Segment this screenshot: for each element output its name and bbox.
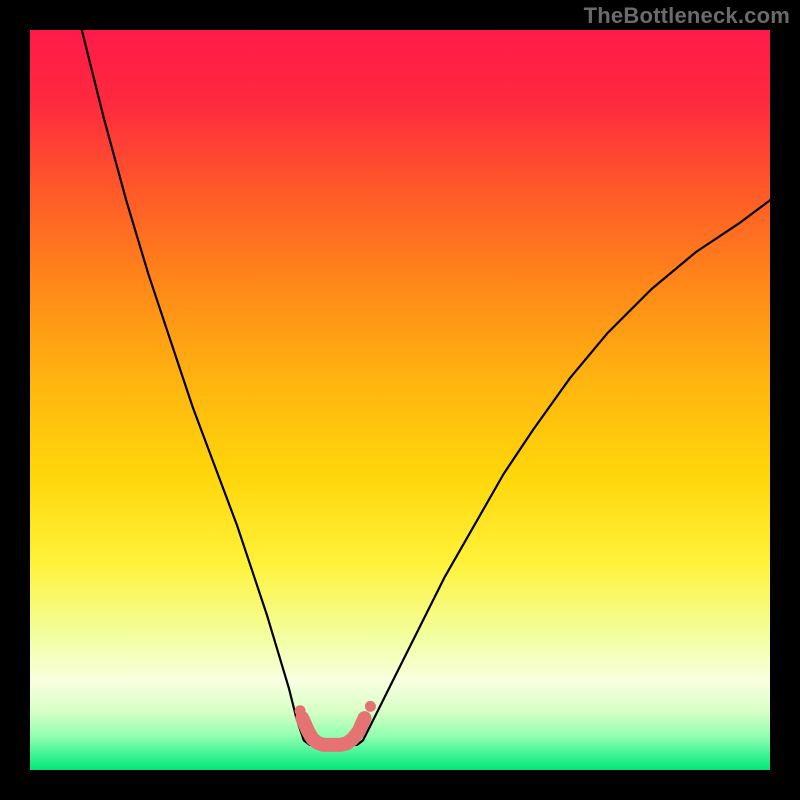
chart-stage: TheBottleneck.com <box>0 0 800 800</box>
marker-dot-end <box>365 701 376 712</box>
gradient-plot-area <box>30 30 770 770</box>
marker-dot-start <box>295 705 306 716</box>
watermark-text: TheBottleneck.com <box>584 3 790 29</box>
bottleneck-chart <box>0 0 800 800</box>
